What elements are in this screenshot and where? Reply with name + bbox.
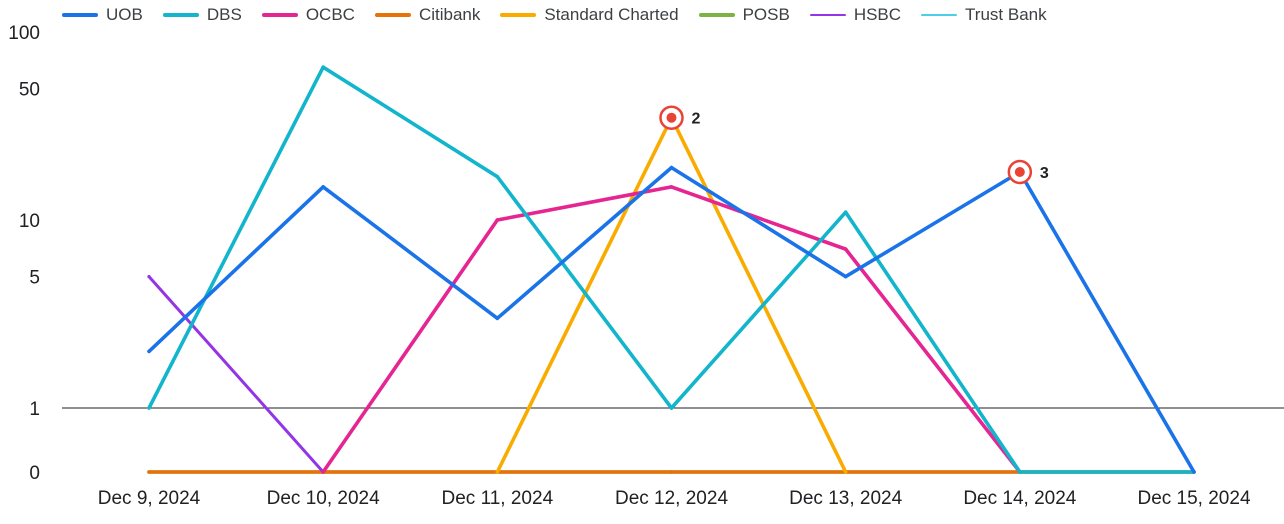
line-segment-ocbc-4-5 (843, 247, 1022, 474)
x-tick-label-4: Dec 13, 2024 (789, 488, 902, 509)
line-segment-dbs-1-2 (321, 65, 500, 179)
annotation-3[interactable]: 3 (1007, 159, 1049, 185)
annotation-layer: 23 (659, 105, 1049, 185)
y-axis-ticks: 0 1 5 10 50 100 (8, 23, 40, 484)
data-point-uob-4[interactable] (844, 274, 848, 279)
data-point-ocbc-2[interactable] (495, 218, 499, 222)
data-point-dbs-3[interactable] (669, 406, 674, 410)
y-tick-label-1: 1 (29, 399, 40, 420)
legend-swatch-dbs (162, 13, 199, 17)
data-point-ocbc-1[interactable] (321, 470, 325, 474)
chart-legend: UOB DBS OCBC Citibank Standard Charted POSB HS… (62, 4, 1047, 26)
data-point-standard-charted-2[interactable] (495, 470, 499, 474)
data-point-dbs-4[interactable] (844, 210, 848, 214)
line-segment-ocbc-1-2 (321, 218, 500, 474)
x-tick-label-2: Dec 11, 2024 (442, 488, 554, 509)
x-axis-ticks: Dec 9, 2024 Dec 10, 2024 Dec 11, 2024 Dec 1… (98, 488, 1251, 509)
annotation-dot-2 (666, 112, 677, 123)
series-dbs (147, 65, 1196, 474)
data-point-uob-2[interactable] (495, 316, 499, 320)
line-segment-uob-2-3 (495, 165, 674, 321)
y-tick-label-50: 50 (19, 80, 40, 101)
line-segment-dbs-3-4 (669, 210, 848, 410)
data-point-hsbc-0[interactable] (147, 274, 151, 279)
series-layer (147, 65, 1196, 474)
y-tick-label-10: 10 (19, 211, 40, 232)
data-point-dbs-2[interactable] (495, 175, 499, 179)
x-tick-label-1: Dec 10, 2024 (267, 488, 380, 509)
data-point-dbs-1[interactable] (321, 65, 325, 69)
series-hsbc (147, 274, 325, 474)
series-ocbc (321, 185, 1022, 474)
data-point-citibank-3[interactable] (669, 470, 674, 474)
legend-label-hsbc: HSBC (853, 5, 902, 24)
annotation-dot-3 (1014, 167, 1025, 178)
data-point-standard-charted-4[interactable] (844, 470, 848, 474)
data-point-citibank-0[interactable] (147, 470, 151, 474)
x-tick-label-3: Dec 12, 2024 (615, 488, 728, 509)
data-point-dbs-0[interactable] (147, 406, 151, 410)
line-segment-dbs-0-1 (147, 65, 325, 410)
legend-label-trust-bank: Trust Bank (965, 5, 1047, 24)
y-tick-label-5: 5 (29, 268, 40, 289)
line-segment-dbs-4-5 (843, 210, 1022, 474)
x-tick-label-0: Dec 9, 2024 (98, 488, 201, 509)
data-point-uob-1[interactable] (321, 185, 325, 189)
legend-item-hsbc[interactable]: HSBC (809, 5, 902, 25)
legend-swatch-trust-bank (921, 14, 958, 16)
legend-item-standard-charted[interactable]: Standard Charted (500, 5, 679, 25)
annotation-label-3: 3 (1040, 165, 1049, 182)
y-tick-label-100: 100 (8, 23, 40, 44)
line-segment-uob-3-4 (669, 165, 848, 279)
series-uob (147, 165, 1196, 474)
legend-item-citibank[interactable]: Citibank (374, 5, 481, 25)
line-segment-uob-4-5 (843, 170, 1022, 279)
legend-label-dbs: DBS (206, 5, 242, 24)
y-tick-label-0: 0 (29, 463, 40, 484)
line-segment-uob-0-1 (147, 185, 325, 354)
line-segment-ocbc-3-4 (669, 185, 848, 251)
data-point-ocbc-4[interactable] (844, 247, 848, 251)
line-segment-uob-1-2 (321, 185, 500, 321)
line-segment-hsbc-0-1 (147, 275, 325, 474)
annotation-2[interactable]: 2 (659, 105, 701, 130)
data-point-uob-6[interactable] (1192, 470, 1196, 474)
legend-label-ocbc: OCBC (305, 5, 355, 24)
legend-label-uob: UOB (106, 5, 143, 24)
line-segment-uob-5-6 (1018, 170, 1196, 474)
legend-swatch-citibank (374, 13, 411, 17)
legend-label-standard-charted: Standard Charted (544, 5, 679, 24)
legend-swatch-hsbc (809, 14, 846, 16)
legend-item-uob[interactable]: UOB (62, 5, 143, 25)
legend-item-dbs[interactable]: DBS (162, 5, 242, 25)
legend-item-trust-bank[interactable]: Trust Bank (921, 5, 1047, 25)
legend-label-citibank: Citibank (418, 5, 481, 24)
x-tick-label-5: Dec 14, 2024 (963, 488, 1076, 509)
legend-item-posb[interactable]: POSB (698, 5, 790, 25)
legend-swatch-posb (698, 13, 735, 17)
data-point-uob-0[interactable] (147, 349, 151, 354)
legend-swatch-standard-charted (500, 13, 537, 17)
legend-item-ocbc[interactable]: OCBC (261, 5, 355, 25)
legend-swatch-uob (62, 13, 98, 17)
data-point-uob-3[interactable] (669, 165, 674, 170)
annotation-label-2: 2 (692, 111, 701, 128)
data-point-ocbc-3[interactable] (669, 185, 674, 189)
line-segment-dbs-2-3 (495, 174, 674, 410)
legend-swatch-ocbc (261, 13, 298, 17)
x-tick-label-6: Dec 15, 2024 (1137, 488, 1250, 509)
legend-label-posb: POSB (742, 5, 790, 24)
data-point-dbs-5[interactable] (1018, 470, 1022, 474)
line-segment-standard-charted-3-4 (669, 115, 848, 474)
